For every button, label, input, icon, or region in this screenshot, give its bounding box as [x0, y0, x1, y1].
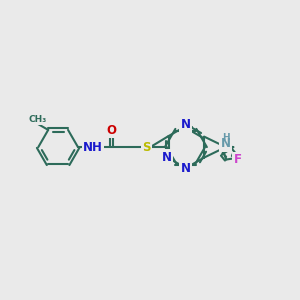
Text: N: N — [181, 118, 191, 131]
Text: O: O — [106, 124, 116, 137]
Text: S: S — [142, 141, 151, 154]
Text: N: N — [181, 162, 190, 175]
Text: CH₃: CH₃ — [29, 115, 47, 124]
Text: N: N — [161, 151, 172, 164]
Text: F: F — [234, 154, 242, 166]
Text: N: N — [220, 137, 231, 150]
Text: NH: NH — [83, 141, 103, 154]
Text: H: H — [222, 133, 230, 142]
